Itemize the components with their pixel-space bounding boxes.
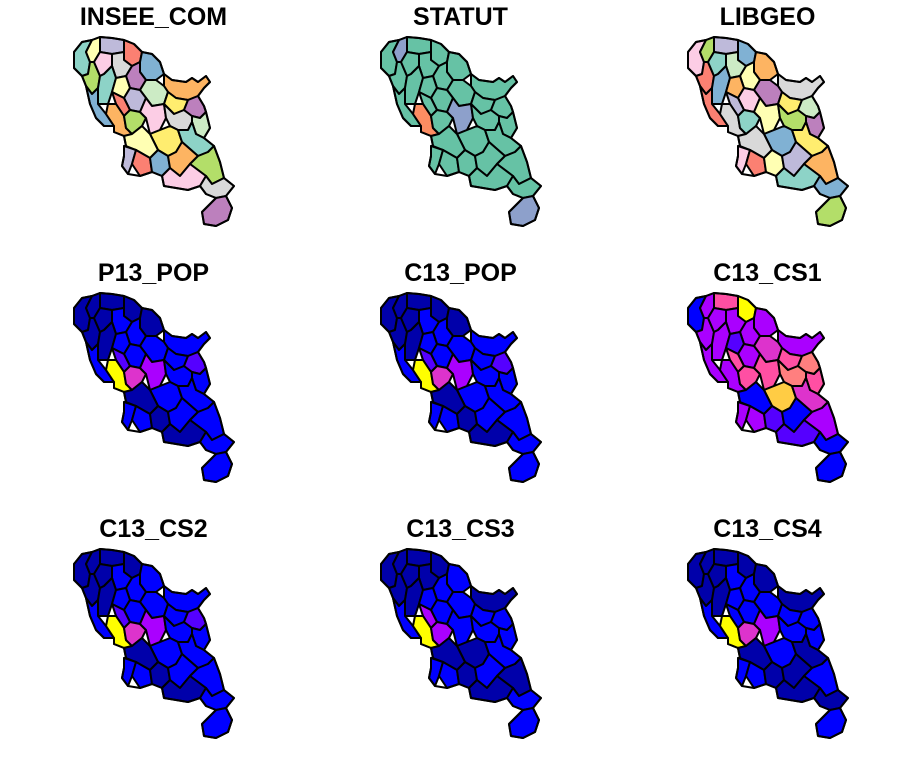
commune-polygon [123,621,147,647]
panel-title: LIBGEO [719,3,816,31]
commune-polygon [737,365,761,391]
map-panel-p13-pop: P13_POP [0,256,307,512]
choropleth-map [687,292,849,483]
island-outline [687,36,849,227]
commune-polygon [737,109,761,135]
choropleth-map [73,292,235,483]
panel-title: C13_CS1 [713,259,822,287]
map-panel-statut: STATUT [307,0,614,256]
commune-polygon [123,109,147,135]
choropleth-map [73,36,235,227]
map-panel-insee-com: INSEE_COM [0,0,307,256]
panel-title: INSEE_COM [79,3,228,31]
choropleth-map [380,292,542,483]
island-outline [73,548,235,739]
commune-polygon [430,109,454,135]
island-outline [380,548,542,739]
map-panel-c13-cs4: C13_CS4 [614,512,921,768]
island-outline [73,292,235,483]
map-panel-c13-cs1: C13_CS1 [614,256,921,512]
map-panel-libgeo: LIBGEO [614,0,921,256]
island-outline [687,548,849,739]
choropleth-map [687,36,849,227]
panel-title: C13_CS3 [406,515,515,543]
choropleth-map [380,548,542,739]
panel-title: P13_POP [97,259,210,287]
panel-title: C13_CS2 [99,515,208,543]
commune-polygon [430,621,454,647]
choropleth-map [687,548,849,739]
map-panel-c13-cs2: C13_CS2 [0,512,307,768]
panel-title: C13_POP [404,259,517,287]
panel-title: STATUT [413,3,508,31]
island-outline [380,36,542,227]
island-outline [380,292,542,483]
island-outline [687,292,849,483]
commune-polygon [737,621,761,647]
island-outline [73,36,235,227]
panel-title: C13_CS4 [713,515,822,543]
commune-polygon [430,365,454,391]
choropleth-map [380,36,542,227]
commune-polygon [123,365,147,391]
choropleth-map [73,548,235,739]
map-panel-c13-pop: C13_POP [307,256,614,512]
map-panel-c13-cs3: C13_CS3 [307,512,614,768]
